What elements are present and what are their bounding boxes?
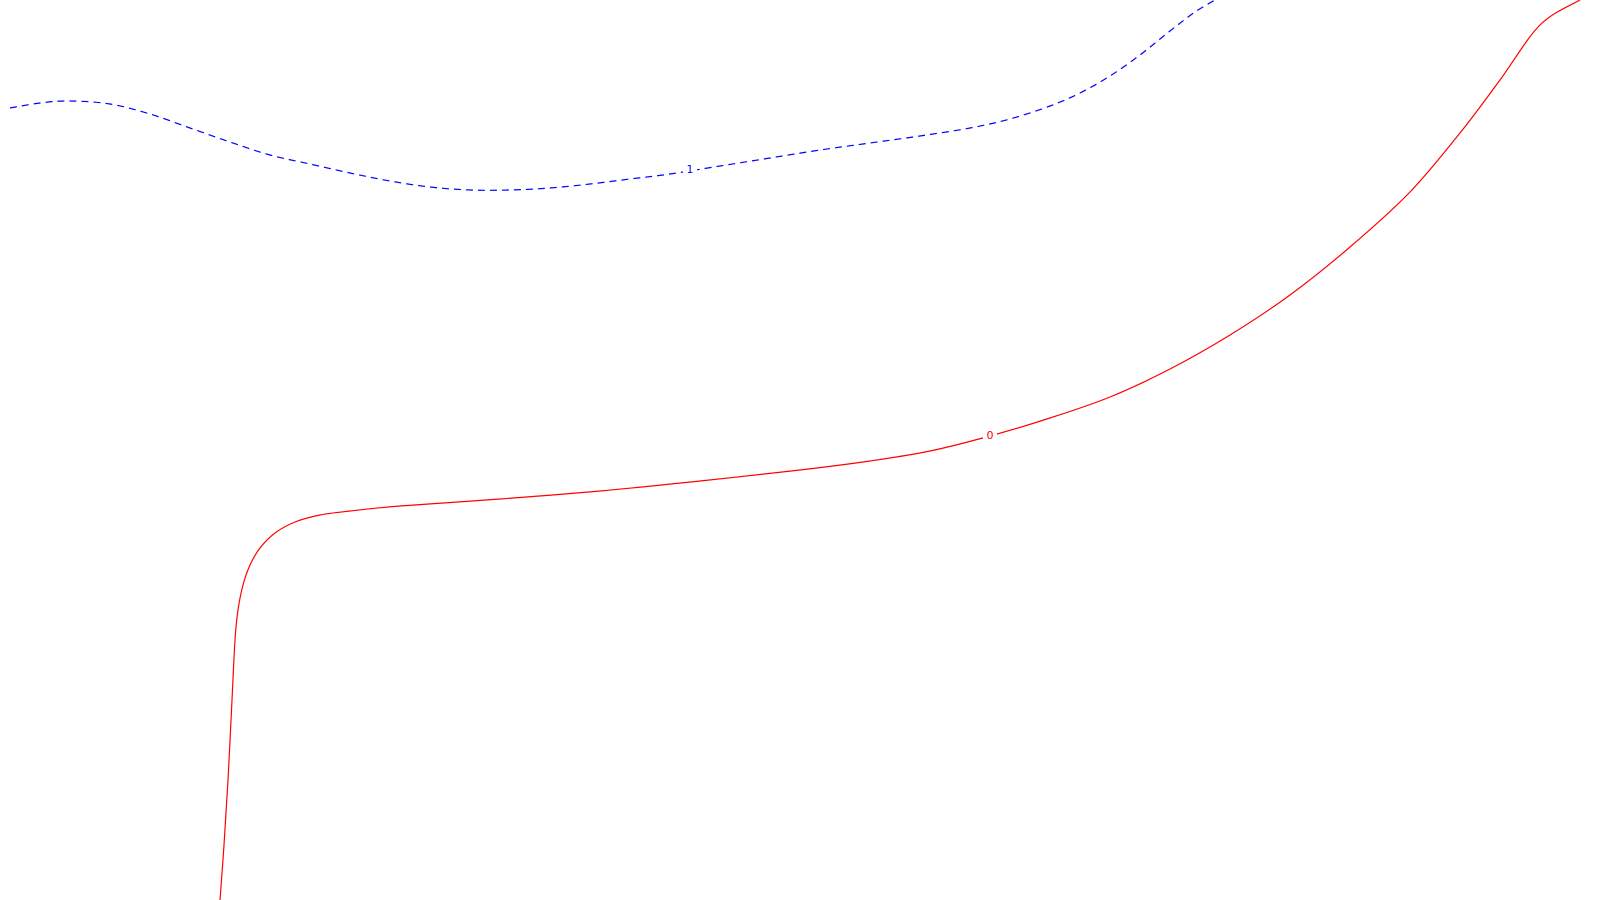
- contour-line-1: [9, 0, 1216, 191]
- contour-line-0: [219, 0, 1581, 900]
- contour-label-1: 1: [687, 163, 694, 176]
- contour-label-0: 0: [987, 429, 994, 442]
- contour-lines: 10: [9, 0, 1581, 900]
- contour-label-background-1: [683, 163, 697, 177]
- contour-label-background-0: [983, 429, 997, 443]
